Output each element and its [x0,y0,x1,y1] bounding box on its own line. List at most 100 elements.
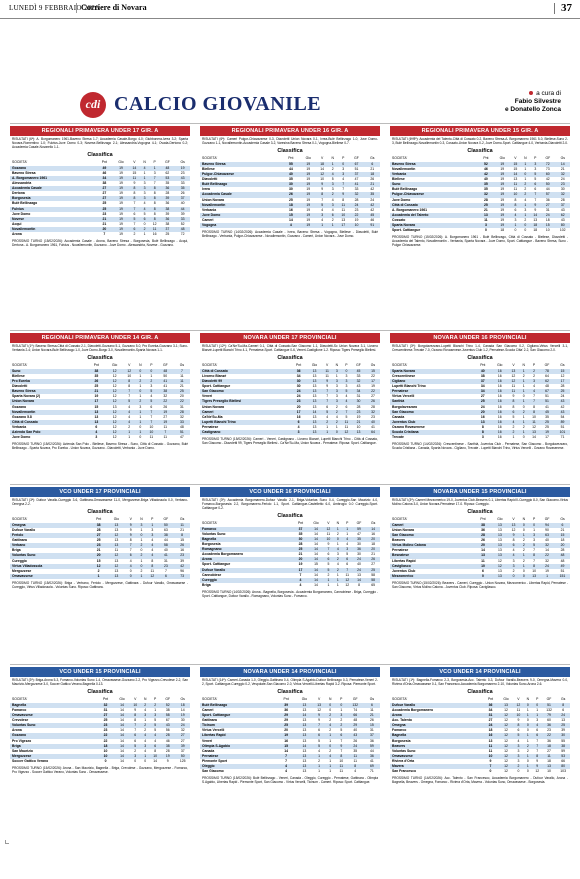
stat-cell: 5 [327,562,330,567]
stat-cell: 1 [342,526,352,532]
team-name: Riviera d'Orta [392,758,415,763]
stat-cell: 11 [541,753,557,759]
stat-cell: 6 [517,728,520,733]
team-name: Baveno Stresa [390,161,478,167]
stat-cell: 7 [125,543,136,549]
stat-cell: 4 [336,562,339,567]
stat-cell: 19 [299,172,318,178]
stat-cell: 40 [353,728,358,733]
stat-cell: 38 [89,522,108,528]
stat-cell: 20 [292,557,309,563]
section-title: NOVARA UNDER 17 PROVINCIALI [200,333,380,343]
next-round-text: PROSSIMO TURNO (15/02/2026): Cameri - Ve… [202,437,378,446]
stat-cell: 31 [103,708,108,712]
table-row: Sparta Novara (2) 19 12 7 1 4 32 20 [10,394,190,399]
stat-cell: 12 [112,424,117,429]
stat-cell: 11 [353,758,358,763]
stat-cell: 8 [153,191,156,196]
stat-cell: 13 [529,430,540,436]
stat-cell: 67 [539,389,555,395]
stat-cell: 13 [302,769,307,774]
team-name: Virtus Villadossola [10,563,90,569]
stat-cell: 22 [97,733,114,739]
stat-cell: 0 [522,404,525,409]
team-name: Libertas Rapid [200,733,278,739]
stat-cell: 4 [150,733,161,739]
stat-cell: 3 [331,399,342,405]
table-row: Borgolavezzaro 24 16 8 0 8 41 42 [390,405,570,410]
stat-cell: 40 [282,172,300,178]
stat-cell: 19 [119,181,123,186]
stat-cell: 4 [331,207,334,212]
stat-cell: 14 [320,167,325,171]
stat-cell: 14 [129,165,140,171]
stat-cell: 60 [540,172,556,178]
stat-cell: 4 [326,414,329,419]
column-header: V [129,516,132,521]
stat-cell: 58 [157,543,175,549]
stat-cell: 5 [130,743,141,749]
stat-cell: 5 [145,399,157,405]
stat-cell: 41 [370,758,374,763]
table-row: A. Borgomanero 1961 34 19 11 1 7 53 43 [10,176,190,182]
stat-cell: 13 [302,758,307,763]
stat-cell: 3 [331,187,334,192]
stat-cell: 12 [89,563,108,569]
column-header: Gs [180,159,185,164]
stat-cell: 14 [545,548,549,553]
stat-cell: 38 [165,221,170,226]
stat-cell: 10 [545,228,550,233]
stat-cell: 3 [512,558,515,563]
stat-cell: 27 [89,533,108,539]
stat-cell: 14 [314,552,318,557]
table-row: Sparta Novara 40 16 13 1 2 78 15 [390,368,570,374]
standings-section: NOVARA UNDER 17 PROVINCIALI RISULTATI (12… [200,333,380,446]
team-name: Mergozzese [12,568,32,573]
column-header: Gs [180,696,185,701]
stat-cell: 14 [113,733,131,739]
stat-cell: 4 [321,207,324,212]
table-row: Bagnella 30 14 10 0 4 35 20 [200,537,380,543]
stat-cell: 42 [364,202,380,208]
stat-cell: 1 [134,419,146,425]
team-name: Cavigliasco [390,563,475,569]
stat-cell: 20 [284,728,288,733]
stat-cell: 35 [351,537,367,543]
team-name: Suno [390,182,478,188]
stat-cell: 32 [351,379,366,385]
team-name: Omavassese [10,713,98,719]
team-name: Azienda San Polo [10,430,88,436]
table-row: Accademia Borgomanero 34 12 11 1 1 132 6 [390,708,570,713]
stat-cell: 1 [139,414,142,419]
stat-cell: 8 [134,718,137,723]
stat-cell: 11 [345,572,349,577]
stat-cell: 12 [112,435,117,440]
stat-cell: 91 [364,223,380,229]
stat-cell: 32 [365,409,380,415]
stat-cell: 19 [493,172,511,178]
table-row: Gozzano 5.8 13 12 4 1 7 27 32 [10,415,190,420]
team-name: Union Novara [392,528,415,532]
column-header: SOCIETA' [202,362,218,367]
stat-cell: 17 [365,379,380,385]
stat-cell: 50 [163,374,168,378]
table-row: Gattinara 25 13 8 1 4 44 15 [10,538,190,543]
stat-cell: 38 [556,743,570,749]
stat-cell: 6 [534,187,537,192]
stat-cell: 2 [522,374,525,378]
stat-cell: 37 [363,733,380,739]
stat-cell: 3 [327,182,339,188]
stat-cell: 51 [545,394,549,399]
stat-cell: 23 [547,728,551,733]
stat-cell: 23 [555,182,570,188]
stat-cell: 10 [323,537,334,543]
page-date: LUNEDÌ 9 FEBBRAIO 2026 [9,4,100,12]
stat-cell: 8 [342,197,345,202]
table-row: Besnatese 13 13 4 1 8 22 48 [390,553,570,559]
stat-cell: 39 [277,702,296,708]
team-name: Borgolavezzaro [392,404,418,409]
stat-cell: 7 [153,181,156,186]
stat-cell: 4 [292,577,309,583]
stat-cell: 19 [299,182,318,188]
stat-cell: 8 [510,202,521,208]
